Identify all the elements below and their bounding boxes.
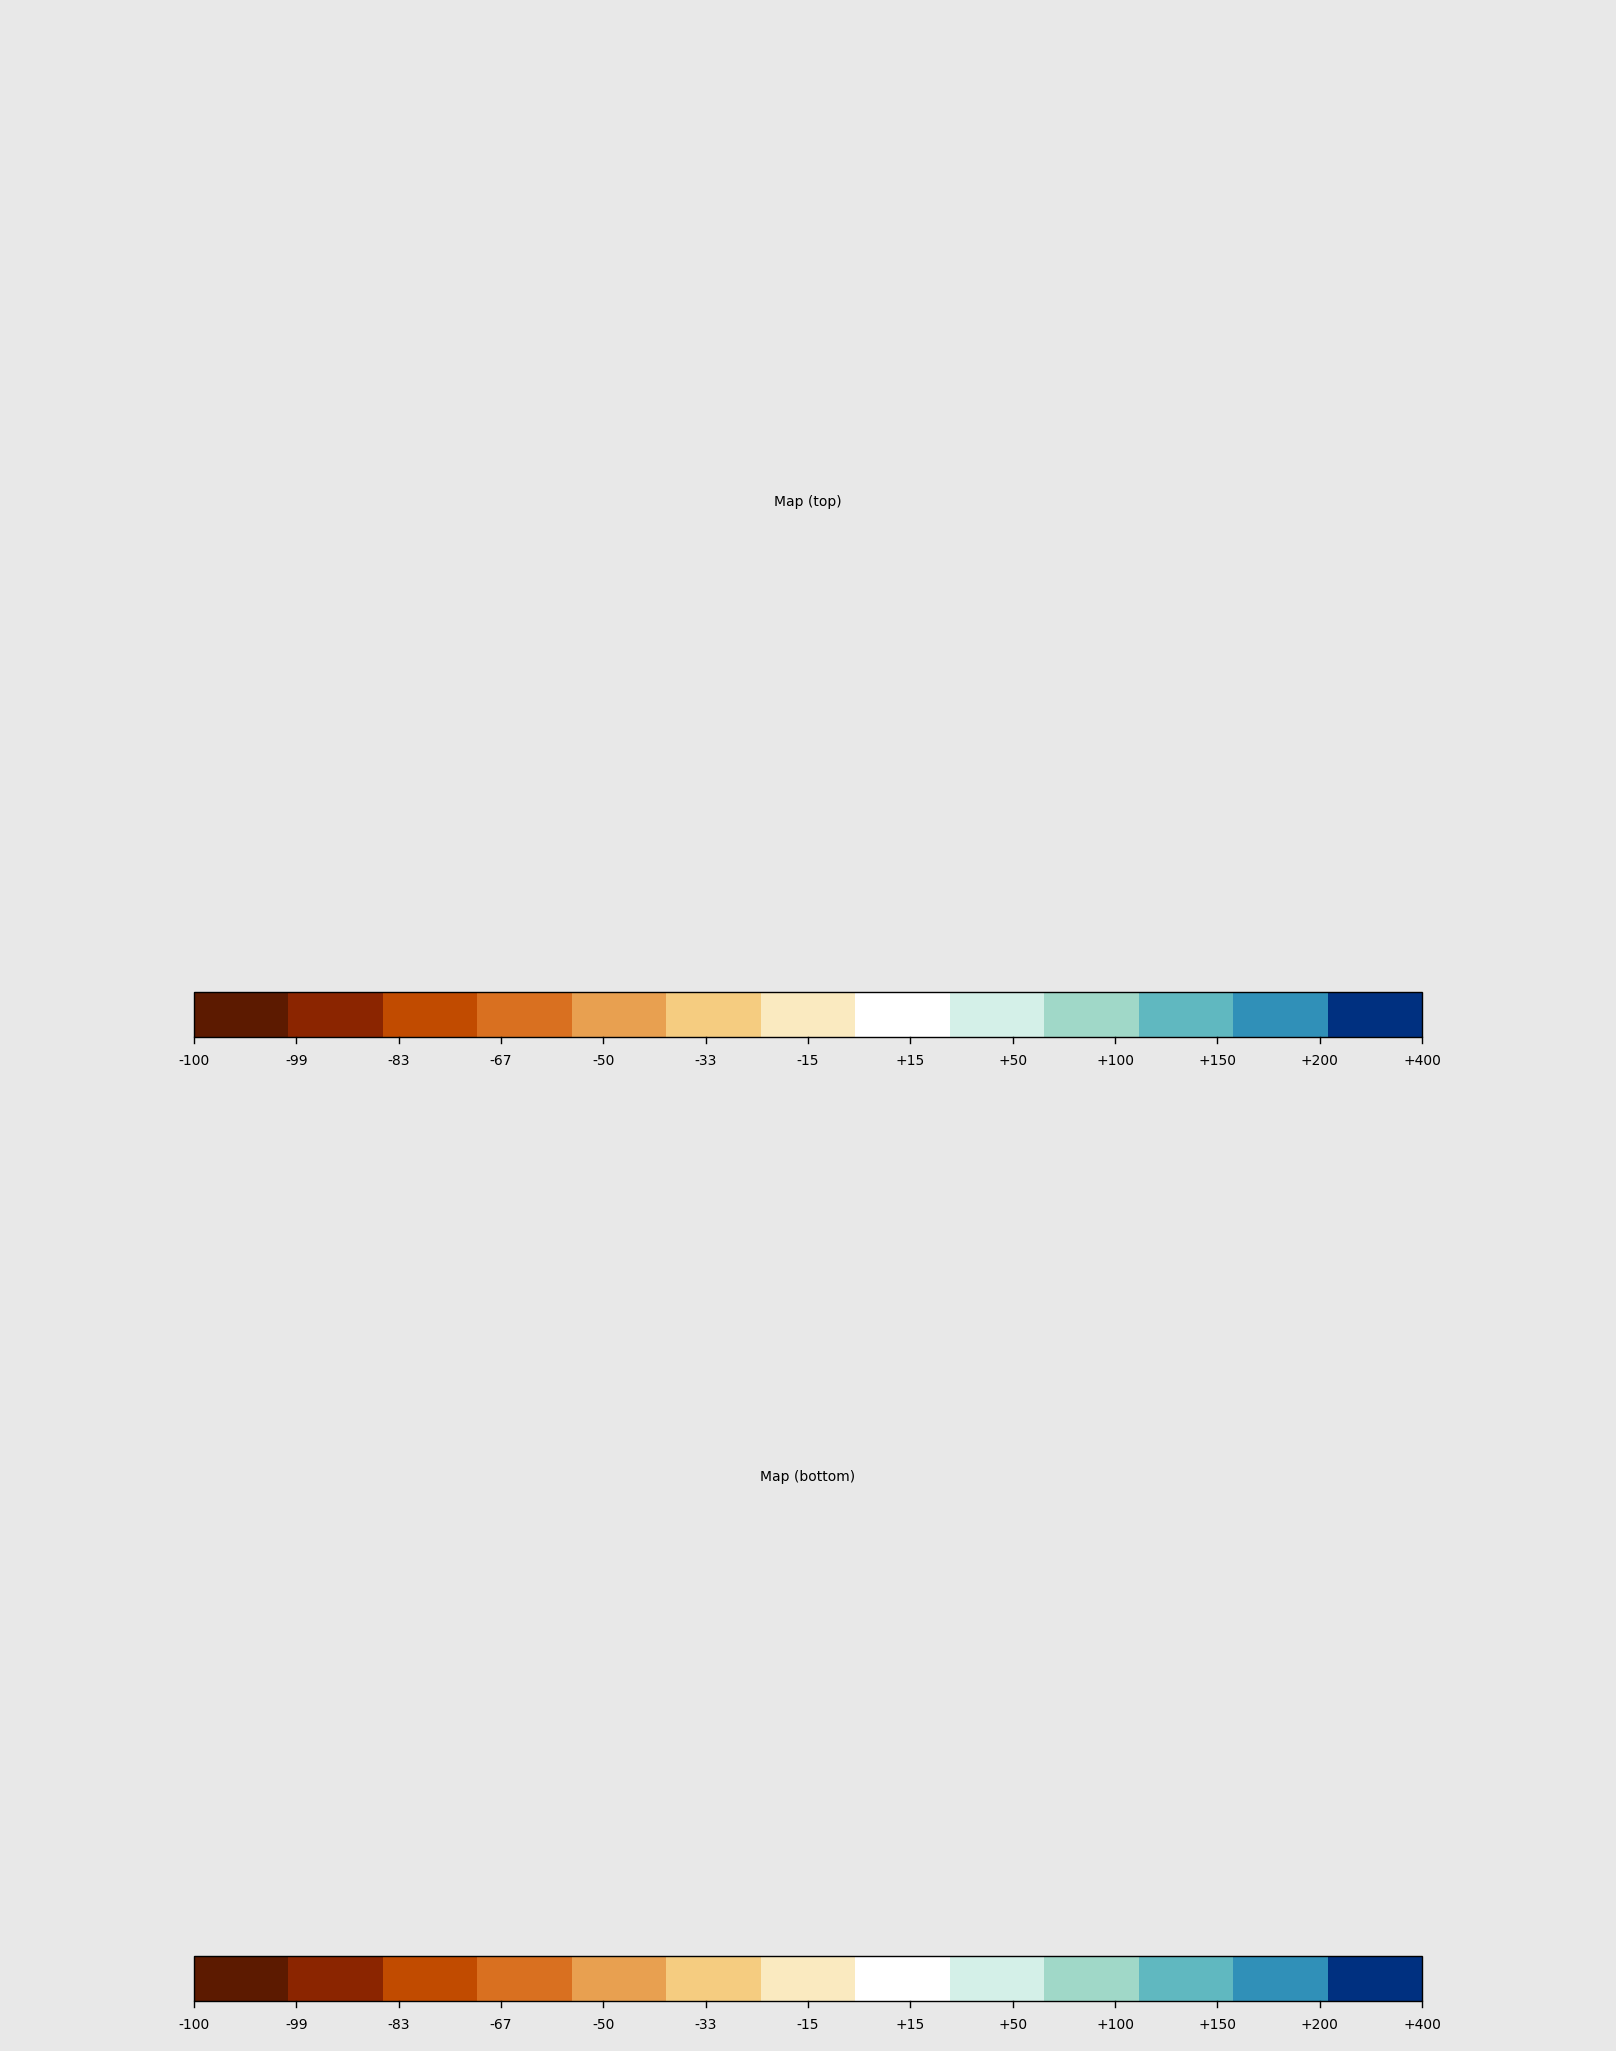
Text: +400: +400 bbox=[1403, 1054, 1441, 1069]
Bar bbox=[288, 1957, 383, 2002]
Text: -50: -50 bbox=[591, 2018, 614, 2033]
Bar bbox=[1233, 993, 1328, 1038]
Bar bbox=[950, 1957, 1044, 2002]
Text: +200: +200 bbox=[1301, 2018, 1338, 2033]
Bar bbox=[1044, 993, 1139, 1038]
Bar bbox=[761, 993, 855, 1038]
Bar bbox=[950, 993, 1044, 1038]
Text: +150: +150 bbox=[1199, 2018, 1236, 2033]
Text: -100: -100 bbox=[178, 2018, 210, 2033]
Text: +50: +50 bbox=[999, 2018, 1028, 2033]
Bar bbox=[855, 1957, 950, 2002]
Text: -83: -83 bbox=[388, 1054, 410, 1069]
Text: -15: -15 bbox=[797, 2018, 819, 2033]
Text: -83: -83 bbox=[388, 2018, 410, 2033]
Bar bbox=[1139, 1957, 1233, 2002]
Bar bbox=[1139, 993, 1233, 1038]
Bar bbox=[572, 993, 666, 1038]
Bar bbox=[666, 1957, 761, 2002]
Bar bbox=[1328, 993, 1422, 1038]
Bar bbox=[477, 993, 572, 1038]
Text: -67: -67 bbox=[490, 1054, 512, 1069]
Text: Map (top): Map (top) bbox=[774, 496, 842, 509]
Text: +100: +100 bbox=[1096, 2018, 1134, 2033]
Bar bbox=[194, 1957, 288, 2002]
Text: +200: +200 bbox=[1301, 1054, 1338, 1069]
Text: +100: +100 bbox=[1096, 1054, 1134, 1069]
Text: -99: -99 bbox=[284, 2018, 307, 2033]
Bar bbox=[383, 1957, 477, 2002]
Text: +150: +150 bbox=[1199, 1054, 1236, 1069]
Bar bbox=[666, 993, 761, 1038]
Bar bbox=[477, 1957, 572, 2002]
Bar bbox=[1328, 1957, 1422, 2002]
Text: -33: -33 bbox=[695, 1054, 718, 1069]
Bar bbox=[572, 1957, 666, 2002]
Bar bbox=[288, 993, 383, 1038]
Bar bbox=[1044, 1957, 1139, 2002]
Bar bbox=[194, 993, 288, 1038]
Text: -67: -67 bbox=[490, 2018, 512, 2033]
Text: -50: -50 bbox=[591, 1054, 614, 1069]
Text: +50: +50 bbox=[999, 1054, 1028, 1069]
Text: -15: -15 bbox=[797, 1054, 819, 1069]
Text: Map (bottom): Map (bottom) bbox=[761, 1471, 855, 1483]
Bar bbox=[383, 993, 477, 1038]
Text: +15: +15 bbox=[895, 2018, 924, 2033]
Text: +400: +400 bbox=[1403, 2018, 1441, 2033]
Text: -99: -99 bbox=[284, 1054, 307, 1069]
Text: -100: -100 bbox=[178, 1054, 210, 1069]
Bar bbox=[855, 993, 950, 1038]
Bar bbox=[1233, 1957, 1328, 2002]
Bar bbox=[761, 1957, 855, 2002]
Text: -33: -33 bbox=[695, 2018, 718, 2033]
Text: +15: +15 bbox=[895, 1054, 924, 1069]
